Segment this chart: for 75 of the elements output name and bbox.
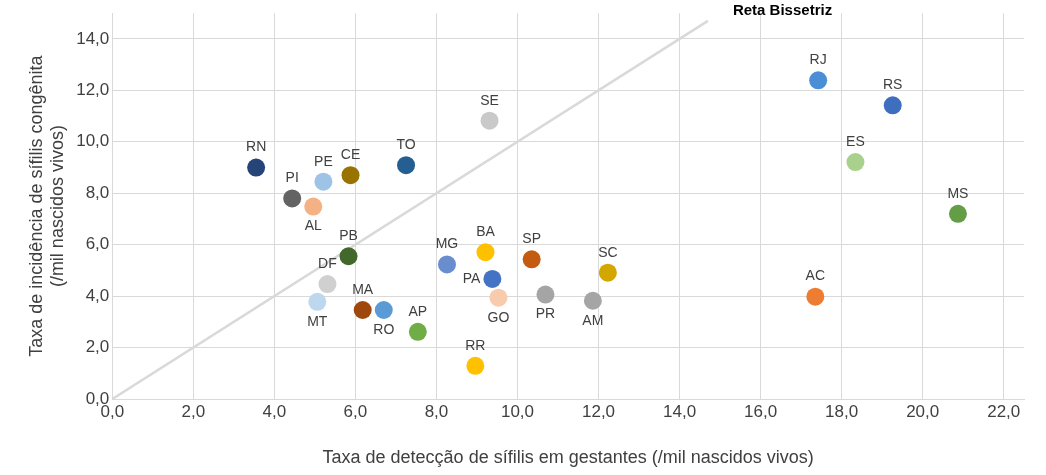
annotation: RJ bbox=[809, 51, 827, 68]
x-tick-label: 8,0 bbox=[424, 401, 449, 421]
annotation: DF bbox=[318, 254, 337, 271]
annotation: AC bbox=[805, 267, 826, 284]
point bbox=[536, 285, 555, 304]
point bbox=[483, 269, 502, 288]
annotation: RO bbox=[373, 320, 395, 337]
x-tick-label: 10,0 bbox=[500, 401, 535, 421]
annotation: PE bbox=[314, 152, 333, 169]
point bbox=[883, 96, 902, 115]
point bbox=[339, 247, 358, 266]
point bbox=[304, 197, 323, 216]
point bbox=[247, 158, 266, 177]
point bbox=[318, 275, 337, 294]
annotation: SE bbox=[480, 91, 499, 108]
annotation: SP bbox=[522, 230, 542, 247]
point bbox=[308, 292, 327, 311]
point bbox=[314, 172, 333, 191]
point bbox=[809, 71, 828, 90]
annotation: ES bbox=[846, 132, 865, 149]
annotation: RN bbox=[246, 138, 267, 155]
series-label: Reta Bissetriz bbox=[732, 1, 833, 19]
point bbox=[806, 287, 825, 306]
y-tick-label: 10,0 bbox=[76, 131, 110, 151]
annotation: MG bbox=[435, 235, 459, 252]
point bbox=[489, 288, 508, 307]
annotation: CE bbox=[340, 146, 361, 163]
x-axis-title: Taxa de detecção de sífilis em gestantes (/mil nascidos vivos) bbox=[322, 447, 814, 468]
point bbox=[522, 250, 541, 269]
annotation: PR bbox=[535, 305, 556, 322]
x-tick-label: 22,0 bbox=[987, 401, 1021, 421]
annotation: PB bbox=[339, 227, 358, 244]
x-tick-label: 2,0 bbox=[181, 401, 206, 421]
annotation: PI bbox=[285, 169, 299, 186]
x-tick-label: 6,0 bbox=[343, 401, 368, 421]
point bbox=[846, 153, 865, 172]
y-tick-label: 14,0 bbox=[76, 28, 110, 48]
y-tick-label: 2,0 bbox=[85, 337, 110, 357]
point bbox=[353, 301, 372, 320]
point bbox=[480, 111, 499, 130]
annotation: SC bbox=[598, 243, 618, 260]
annotation: GO bbox=[487, 308, 510, 325]
annotation: AM bbox=[582, 311, 604, 328]
x-tick-label: 14,0 bbox=[663, 401, 697, 421]
y-tick-label: 6,0 bbox=[85, 234, 110, 254]
annotation: RS bbox=[882, 76, 903, 93]
point bbox=[374, 301, 393, 320]
annotation: PA bbox=[462, 269, 482, 286]
x-tick-label: 12,0 bbox=[581, 401, 616, 421]
point bbox=[476, 243, 495, 262]
y-tick-label: 4,0 bbox=[85, 285, 110, 305]
point bbox=[948, 204, 967, 223]
y-tick-label: 8,0 bbox=[85, 182, 110, 202]
annotation: BA bbox=[476, 223, 496, 239]
x-tick-label: 4,0 bbox=[262, 401, 287, 421]
point bbox=[408, 322, 427, 341]
point bbox=[283, 189, 302, 208]
point bbox=[341, 166, 360, 185]
annotation: MT bbox=[307, 312, 328, 329]
point bbox=[437, 255, 456, 274]
annotation: TO bbox=[396, 136, 416, 153]
annotation: MS bbox=[947, 184, 969, 201]
point bbox=[466, 356, 485, 375]
point bbox=[598, 263, 617, 282]
annotation: AP bbox=[408, 302, 428, 319]
annotation: MA bbox=[352, 280, 374, 297]
annotation: AL bbox=[304, 217, 323, 234]
y-axis-title: Taxa de incidência de sífilis congênita (/mil nascidos vivos) bbox=[25, 54, 68, 357]
x-tick-label: 18,0 bbox=[825, 401, 859, 421]
annotation: RR bbox=[465, 336, 486, 353]
x-tick-label: 16,0 bbox=[744, 401, 778, 421]
point bbox=[397, 156, 416, 175]
point bbox=[583, 291, 602, 310]
y-tick-label: 12,0 bbox=[76, 80, 110, 100]
x-tick-label: 20,0 bbox=[906, 401, 940, 421]
